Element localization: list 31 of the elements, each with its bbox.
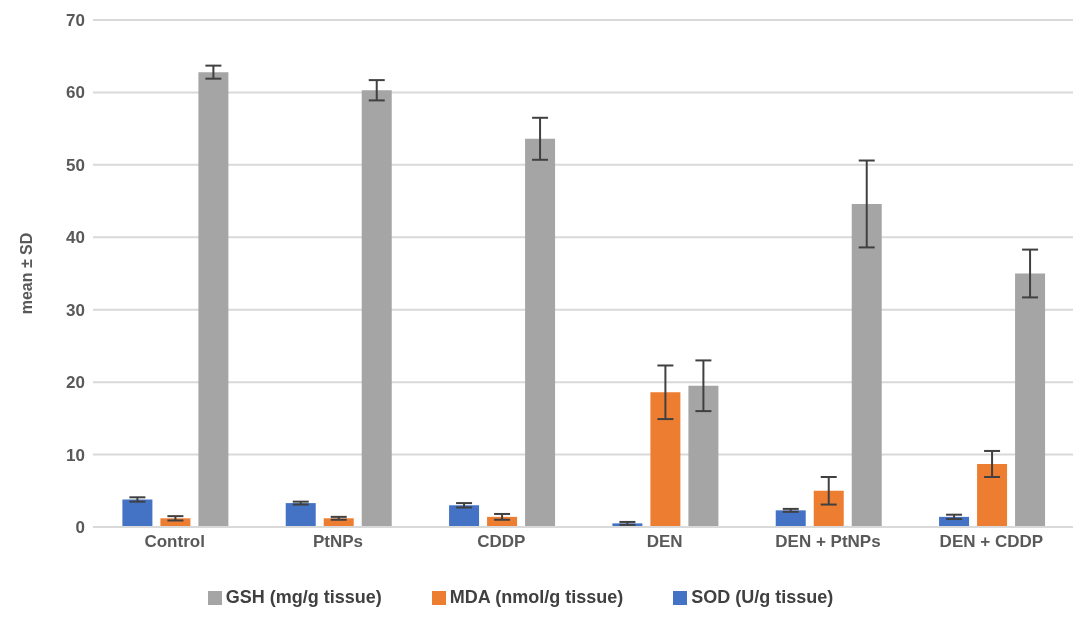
x-tick-label: CDDP — [477, 532, 526, 552]
x-tick-label: DEN — [646, 532, 683, 552]
bar — [361, 90, 392, 527]
legend-label: GSH (mg/g tissue) — [225, 587, 382, 607]
y-tick-label: 0 — [75, 518, 85, 538]
y-tick-label: 20 — [66, 373, 85, 393]
bar — [775, 510, 806, 527]
x-tick-label: DEN + PtNPs — [775, 532, 881, 552]
bar — [525, 138, 556, 527]
bar — [851, 203, 882, 527]
bar — [198, 72, 229, 527]
bar — [122, 499, 153, 527]
y-tick-label: 70 — [66, 11, 85, 31]
bar — [650, 392, 681, 527]
bar — [813, 490, 844, 527]
y-tick-label: 30 — [66, 300, 85, 320]
x-tick-label: Control — [144, 532, 205, 552]
bar — [977, 463, 1008, 527]
legend-label: SOD (U/g tissue) — [691, 587, 834, 607]
legend-label: MDA (nmol/g tissue) — [449, 587, 624, 607]
y-axis-title: mean ± SD — [17, 232, 35, 315]
y-tick-label: 10 — [66, 445, 85, 465]
x-tick-label: PtNPs — [312, 532, 364, 552]
bar — [1015, 273, 1046, 527]
y-tick-label: 50 — [66, 155, 85, 175]
y-tick-label: 40 — [66, 228, 85, 248]
bar — [449, 505, 480, 527]
bar — [688, 385, 719, 527]
y-tick-label: 60 — [66, 83, 85, 103]
bar — [285, 503, 316, 527]
x-tick-label: DEN + CDDP — [939, 532, 1044, 552]
